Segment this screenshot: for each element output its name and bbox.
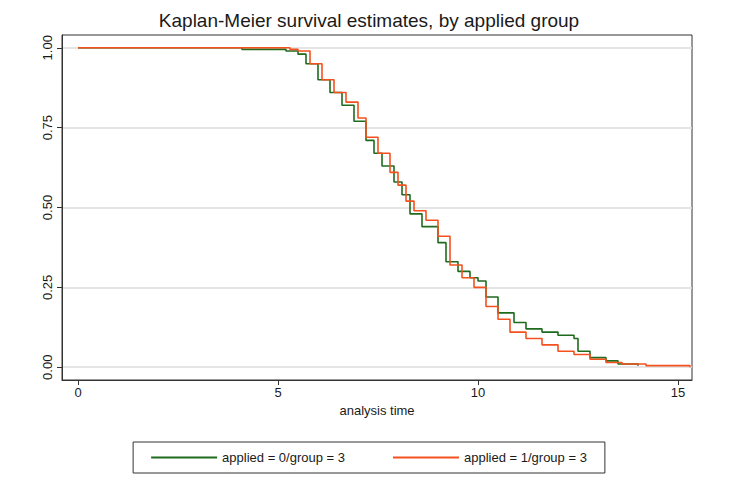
svg-text:15: 15 [671, 385, 685, 400]
svg-text:Kaplan-Meier survival estimate: Kaplan-Meier survival estimates, by appl… [159, 10, 579, 31]
svg-text:5: 5 [274, 385, 281, 400]
svg-text:1.00: 1.00 [40, 35, 55, 60]
svg-text:0.25: 0.25 [40, 275, 55, 300]
svg-text:0.75: 0.75 [40, 115, 55, 140]
svg-text:applied = 1/group = 3: applied = 1/group = 3 [464, 450, 587, 465]
svg-text:10: 10 [471, 385, 485, 400]
svg-text:analysis time: analysis time [339, 403, 414, 418]
svg-text:0.50: 0.50 [40, 195, 55, 220]
svg-text:0.00: 0.00 [40, 355, 55, 380]
svg-text:applied = 0/group = 3: applied = 0/group = 3 [222, 450, 345, 465]
svg-text:0: 0 [74, 385, 81, 400]
